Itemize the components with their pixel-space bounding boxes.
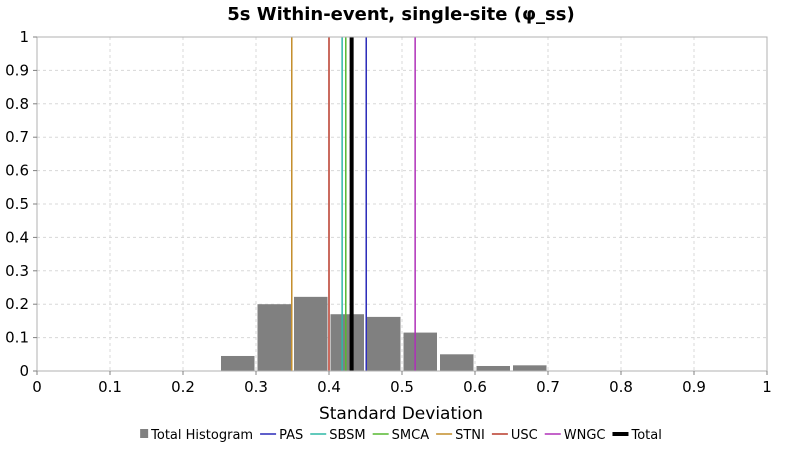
x-tick-label: 0.8 xyxy=(609,378,633,396)
x-axis-label: Standard Deviation xyxy=(319,404,483,424)
x-tick-label: 0.1 xyxy=(98,378,122,396)
y-tick-label: 0.8 xyxy=(5,95,29,113)
histogram-bar xyxy=(513,365,547,371)
y-tick-label: 0 xyxy=(19,362,29,380)
y-tick-label: 0.5 xyxy=(5,195,29,213)
model-lines xyxy=(291,37,416,371)
y-tick-label: 0.2 xyxy=(5,295,29,313)
y-tick-label: 0.7 xyxy=(5,128,29,146)
y-tick-label: 1 xyxy=(19,28,29,46)
x-tick-label: 0 xyxy=(32,378,42,396)
x-tick-label: 0.3 xyxy=(244,378,268,396)
histogram-bar xyxy=(294,296,328,371)
legend-label: STNI xyxy=(455,428,485,443)
chart-title: 5s Within-event, single-site (φ_ss) xyxy=(227,4,574,25)
y-tick-label: 0.6 xyxy=(5,162,29,180)
x-tick-label: 1 xyxy=(762,378,772,396)
x-tick-label: 0.4 xyxy=(317,378,341,396)
y-tick-label: 0.1 xyxy=(5,329,29,347)
legend-label: PAS xyxy=(279,428,303,443)
legend-label: SMCA xyxy=(392,428,430,443)
histogram-bar xyxy=(367,316,401,371)
histogram-bar xyxy=(221,355,255,371)
x-tick-label: 0.6 xyxy=(463,378,487,396)
legend-swatch xyxy=(140,429,149,438)
legend-label: Total xyxy=(630,428,661,443)
histogram-bar xyxy=(403,332,437,371)
x-tick-label: 0.9 xyxy=(682,378,706,396)
y-tick-label: 0.3 xyxy=(5,262,29,280)
y-tick-label: 0.4 xyxy=(5,228,29,246)
legend-label: WNGC xyxy=(564,428,606,443)
x-tick-label: 0.2 xyxy=(171,378,195,396)
axes: 0 0.1 0.2 0.3 0.4 0.5 0.6 0.7 0.8 0.9 1 0 0.1 0.2 0.3 0… xyxy=(5,28,772,396)
y-tick-label: 0.9 xyxy=(5,61,29,79)
histogram-bar xyxy=(257,304,291,371)
legend-label: USC xyxy=(511,428,538,443)
x-tick-label: 0.7 xyxy=(536,378,560,396)
histogram-bar xyxy=(476,365,510,371)
x-tick-label: 0.5 xyxy=(390,378,414,396)
histogram-bars xyxy=(221,296,547,371)
legend: Total Histogram PAS SBSM SMCA STNI USC WNGC Tot… xyxy=(140,428,662,443)
legend-label: SBSM xyxy=(329,428,365,443)
histogram-bar xyxy=(330,314,364,371)
histogram-bar xyxy=(440,354,474,371)
legend-label: Total Histogram xyxy=(150,428,253,443)
